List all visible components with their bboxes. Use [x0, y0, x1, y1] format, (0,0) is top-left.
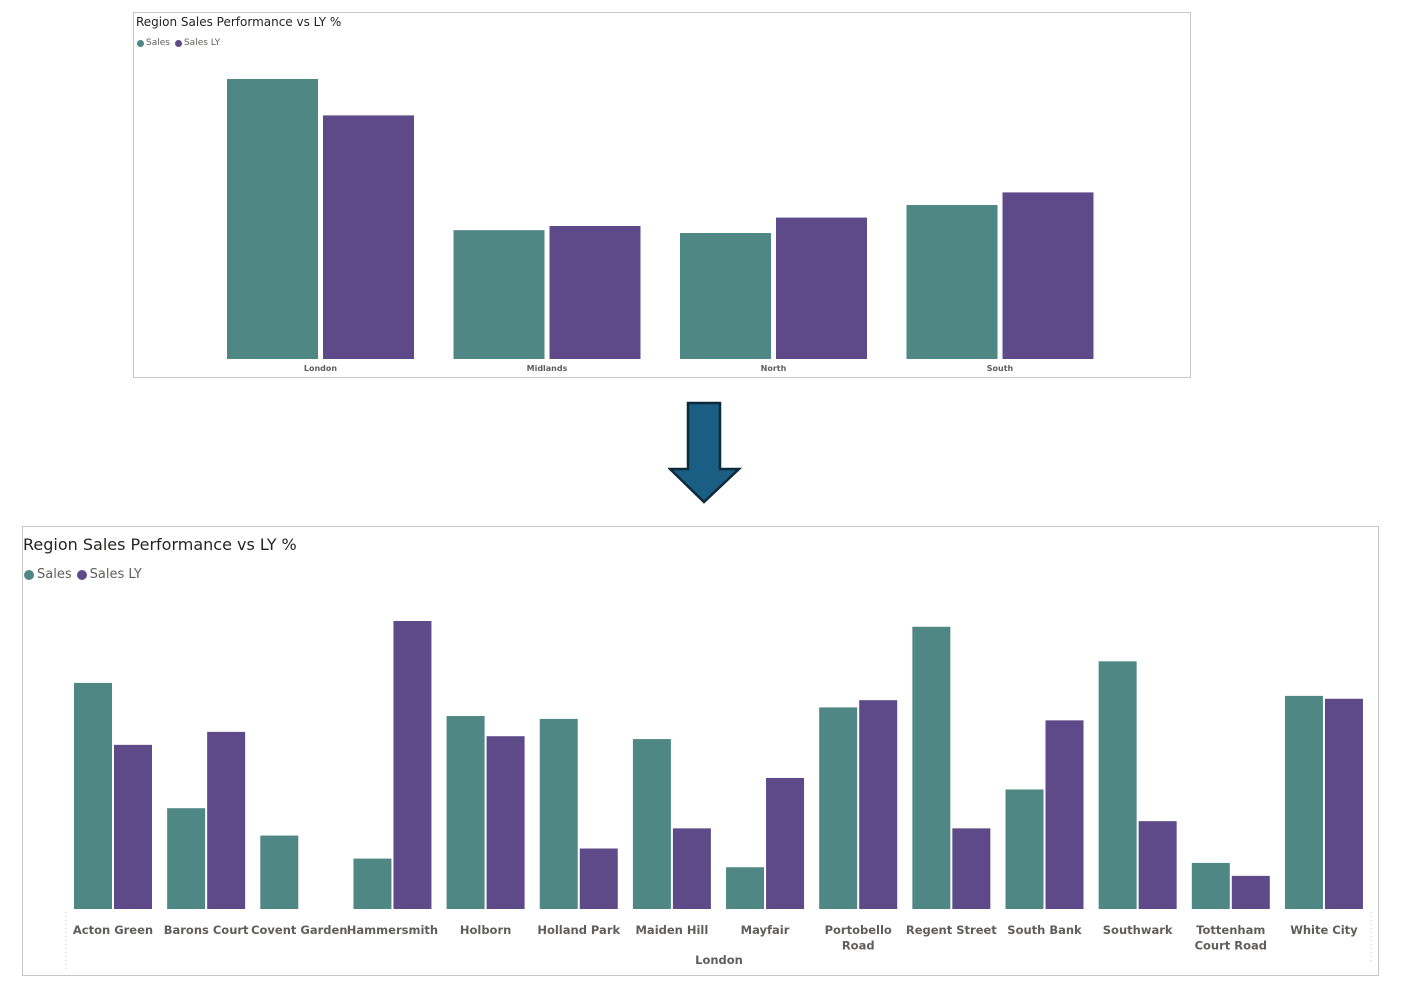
x-tick-label-midlands: Midlands — [527, 364, 568, 373]
x-tick-label-south-bank: South Bank — [1007, 923, 1082, 937]
bar-sales-ly-regent-street[interactable] — [952, 828, 991, 909]
chart-title: Region Sales Performance vs LY % — [23, 535, 297, 554]
chart-legend: Sales Sales LY — [24, 567, 147, 582]
bar-sales-ly-north[interactable] — [776, 217, 867, 359]
bar-sales-white-city[interactable] — [1284, 695, 1323, 909]
legend-label-sales: Sales — [146, 38, 170, 48]
x-tick-label-barons-court: Barons Court — [164, 923, 249, 937]
down-arrow-icon — [668, 401, 742, 504]
bar-sales-ly-south[interactable] — [1002, 192, 1094, 359]
bar-sales-midlands[interactable] — [453, 230, 545, 359]
x-tick-label-acton-green: Acton Green — [73, 923, 153, 937]
legend-label-sales-ly: Sales LY — [89, 567, 142, 582]
x-tick-label-hammersmith: Hammersmith — [347, 923, 438, 937]
bar-sales-southwark[interactable] — [1098, 661, 1137, 909]
bar-sales-north[interactable] — [680, 233, 771, 359]
bar-sales-covent-garden[interactable] — [260, 835, 299, 909]
bar-sales-ly-holland-park[interactable] — [579, 848, 618, 909]
x-tick-label-tottenham-court-road: Tottenham Court Road — [1195, 923, 1267, 953]
bar-sales-barons-court[interactable] — [167, 808, 206, 909]
london-drilldown-chart-panel: Acton Green Barons Court Covent Garden Hamm… — [22, 526, 1379, 976]
bar-sales-ly-south-bank[interactable] — [1045, 720, 1084, 909]
bar-sales-south[interactable] — [906, 205, 998, 359]
x-tick-label-covent-garden: Covent Garden — [251, 923, 347, 937]
x-tick-label-north: North — [761, 364, 787, 373]
bar-sales-ly-midlands[interactable] — [549, 226, 641, 359]
x-tick-label-maiden-hill: Maiden Hill — [635, 923, 708, 937]
bar-sales-ly-barons-court[interactable] — [207, 731, 246, 909]
x-tick-label-mayfair: Mayfair — [741, 923, 790, 937]
legend-dot-sales-ly — [76, 569, 87, 580]
x-tick-label-london: London — [304, 364, 338, 373]
legend-item-sales[interactable]: Sales — [137, 38, 170, 48]
legend-item-sales-ly[interactable]: Sales LY — [76, 567, 142, 582]
bar-sales-holborn[interactable] — [446, 716, 485, 909]
bar-sales-maiden-hill[interactable] — [632, 739, 671, 909]
legend-dot-sales — [137, 39, 144, 47]
bar-sales-ly-tottenham-court-road[interactable] — [1231, 875, 1270, 909]
bar-sales-ly-acton-green[interactable] — [114, 744, 152, 909]
bar-sales-tottenham-court-road[interactable] — [1191, 862, 1230, 909]
legend-label-sales: Sales — [37, 567, 72, 582]
x-tick-label-southwark: Southwark — [1103, 923, 1173, 937]
bar-sales-holland-park[interactable] — [539, 718, 578, 909]
bar-sales-mayfair[interactable] — [726, 867, 765, 909]
legend-item-sales-ly[interactable]: Sales LY — [174, 38, 221, 48]
legend-dot-sales-ly — [174, 39, 182, 47]
bar-sales-portobello-road[interactable] — [819, 707, 858, 909]
region-chart-panel: London Midlands North South Region Sales Pe… — [133, 12, 1191, 378]
legend-dot-sales — [24, 569, 34, 580]
bar-sales-regent-street[interactable] — [912, 626, 951, 909]
bar-sales-ly-portobello-road[interactable] — [859, 700, 898, 909]
bar-sales-ly-maiden-hill[interactable] — [672, 828, 711, 909]
bar-sales-ly-southwark[interactable] — [1138, 821, 1177, 909]
legend-label-sales-ly: Sales LY — [183, 38, 221, 48]
london-chart-plot: Acton Green Barons Court Covent Garden Hamm… — [65, 621, 1372, 969]
bar-sales-ly-london[interactable] — [323, 115, 414, 360]
bar-sales-acton-green[interactable] — [74, 682, 112, 909]
legend-item-sales[interactable]: Sales — [24, 567, 72, 582]
bar-sales-ly-holborn[interactable] — [486, 736, 525, 909]
chart-title: Region Sales Performance vs LY % — [136, 15, 342, 29]
bar-sales-london[interactable] — [227, 79, 318, 359]
chart-legend: Sales Sales LY — [137, 38, 225, 48]
x-tick-label-regent-street: Regent Street — [906, 923, 997, 937]
region-chart-plot: London Midlands North South — [227, 79, 1094, 373]
bar-sales-ly-hammersmith[interactable] — [393, 621, 432, 909]
bar-sales-south-bank[interactable] — [1005, 789, 1044, 909]
x-tick-label-south: South — [987, 364, 1014, 373]
x-tick-label-holland-park: Holland Park — [537, 923, 620, 937]
x-tick-label-white-city: White City — [1290, 923, 1358, 937]
x-tick-label-portobello-road: Portobello Road — [825, 923, 892, 953]
bar-sales-ly-white-city[interactable] — [1324, 698, 1363, 909]
x-tick-label-holborn: Holborn — [460, 923, 511, 937]
bar-sales-hammersmith[interactable] — [353, 858, 392, 909]
x-axis-group-label: London — [695, 953, 743, 967]
bar-sales-ly-mayfair[interactable] — [766, 777, 805, 909]
